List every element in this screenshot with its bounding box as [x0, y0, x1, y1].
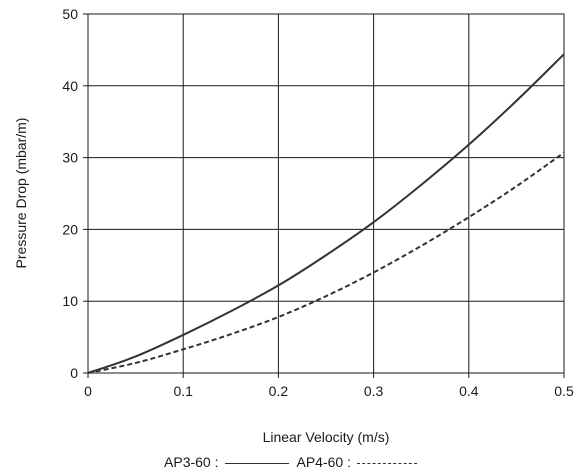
plot-frame [87, 13, 565, 374]
y-tick-label: 10 [62, 293, 78, 309]
y-tick-label: 0 [70, 365, 78, 381]
y-axis-title: Pressure Drop (mbar/m) [13, 118, 29, 269]
series-line-ap4-60 [87, 151, 565, 374]
legend-item-ap4-60: AP4-60 : [297, 454, 417, 470]
x-tick-label: 0.1 [173, 383, 193, 399]
series-lines [87, 53, 565, 374]
x-tick-label: 0 [84, 383, 92, 399]
x-tick-label: 0.3 [364, 383, 384, 399]
x-axis-title: Linear Velocity (m/s) [263, 429, 390, 445]
pressure-drop-chart: 0 0.1 0.2 0.3 0.4 0.5 0 10 20 30 40 50 Linear Veloc… [13, 6, 574, 445]
y-tick-label: 30 [62, 150, 78, 166]
y-tick-label: 20 [62, 221, 78, 237]
y-tick-label: 40 [62, 78, 78, 94]
series-line-ap3-60 [87, 53, 565, 374]
legend: AP3-60 : AP4-60 : [0, 452, 581, 472]
y-tick-label: 50 [62, 6, 78, 22]
legend-solid-line-swatch [224, 462, 289, 464]
legend-item-ap3-60: AP3-60 : [164, 454, 296, 470]
x-tick-label: 0.2 [269, 383, 289, 399]
x-tick-label: 0.4 [459, 383, 479, 399]
plot-area [88, 14, 564, 373]
legend-label-ap3-60: AP3-60 : [164, 454, 219, 470]
legend-label-ap4-60: AP4-60 : [296, 454, 351, 470]
axis-ticks: 0 0.1 0.2 0.3 0.4 0.5 0 10 20 30 40 50 [62, 6, 574, 399]
x-tick-label: 0.5 [554, 383, 574, 399]
legend-dashed-line-swatch [356, 462, 417, 464]
